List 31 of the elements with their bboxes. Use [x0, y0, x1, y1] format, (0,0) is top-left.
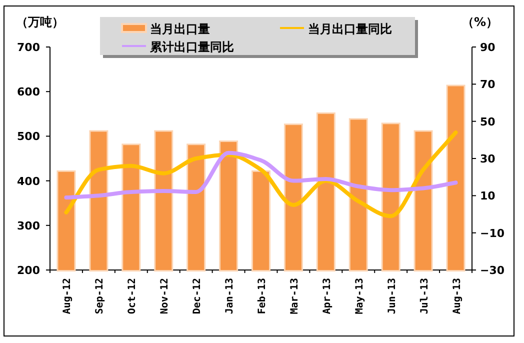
legend-label: 当月出口量同比 [308, 22, 392, 36]
y-tick-label: 600 [17, 86, 40, 99]
legend-label: 累计出口量同比 [149, 40, 234, 54]
y-tick-label: 200 [17, 264, 40, 277]
y2-tick-label: −30 [480, 264, 505, 277]
y-tick-label: 700 [17, 41, 40, 54]
x-tick-label: Sep-12 [94, 278, 106, 314]
y2-tick-label: 90 [480, 41, 496, 54]
x-tick-label: Jan-13 [224, 278, 236, 314]
x-tick-label: Feb-13 [257, 278, 268, 314]
y2-axis-title: （%） [462, 15, 498, 29]
y2-tick-label: 30 [480, 152, 496, 166]
x-tick-label: Jul-13 [419, 278, 430, 314]
x-tick-label: Nov-12 [160, 278, 171, 314]
y2-tick-label: 70 [480, 78, 496, 92]
x-tick-label: Oct-12 [127, 278, 138, 314]
x-tick-label: Apr-13 [322, 278, 333, 314]
y-tick-label: 500 [17, 130, 40, 144]
x-tick-label: Dec-12 [192, 278, 204, 314]
y-axis-title: （万吨） [16, 15, 64, 29]
x-tick-label: May-13 [354, 278, 366, 314]
x-tick-label: Jun-13 [386, 278, 398, 314]
x-tick-label: Aug-13 [452, 278, 463, 314]
y-tick-label: 400 [17, 174, 40, 188]
y2-tick-label: 50 [480, 115, 496, 128]
x-tick-label: Aug-12 [62, 278, 74, 314]
y2-tick-label: 10 [480, 190, 496, 203]
y2-tick-label: −10 [480, 226, 505, 240]
legend-label: 当月出口量 [150, 22, 210, 36]
x-tick-label: Mar-13 [289, 278, 300, 314]
y-tick-label: 300 [17, 219, 40, 232]
